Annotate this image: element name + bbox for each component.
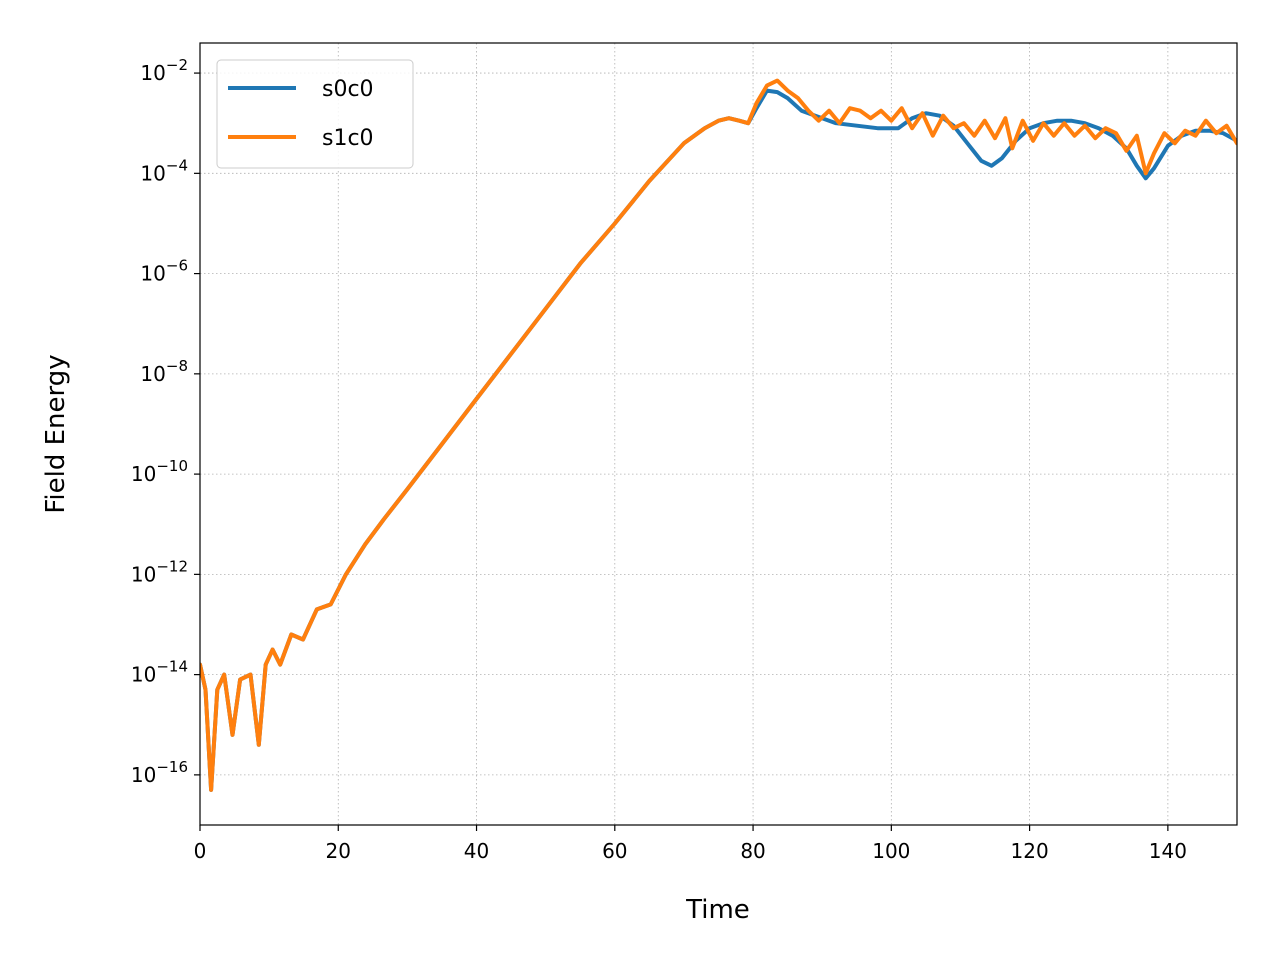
y-tick-label: 10−10 [131, 457, 188, 486]
axis-ticks: 0 20 40 60 80 100 120 140 10−16 10−14 10−12 10−10 10… [131, 56, 1187, 863]
legend-label-s0c0: s0c0 [322, 77, 374, 102]
x-tick-label: 80 [740, 839, 765, 863]
legend-box [216, 59, 414, 169]
series-line-s1c0 [200, 78, 1237, 792]
x-tick-label: 100 [872, 839, 910, 863]
x-tick-label: 120 [1011, 839, 1049, 863]
y-tick-label: 10−4 [140, 156, 188, 185]
x-tick-label: 20 [326, 839, 351, 863]
x-axis-label: Time [685, 895, 750, 925]
y-tick-label: 10−8 [140, 357, 188, 386]
y-tick-label: 10−12 [131, 557, 188, 586]
legend-label-s1c0: s1c0 [322, 126, 374, 151]
y-axis-label: Field Energy [41, 354, 71, 513]
x-tick-label: 60 [602, 839, 627, 863]
plot-frame [199, 42, 1238, 826]
series-line-s0c0 [200, 88, 1237, 792]
x-tick-label: 0 [194, 839, 207, 863]
legend: s0c0 s1c0 [216, 59, 414, 169]
y-tick-label: 10−6 [140, 257, 188, 286]
grid-lines [199, 43, 1237, 825]
x-tick-label: 140 [1149, 839, 1187, 863]
x-tick-label: 40 [464, 839, 489, 863]
series-lines [200, 78, 1237, 792]
y-tick-label: 10−16 [131, 758, 188, 787]
y-tick-label: 10−14 [131, 658, 188, 687]
y-tick-label: 10−2 [140, 56, 188, 85]
